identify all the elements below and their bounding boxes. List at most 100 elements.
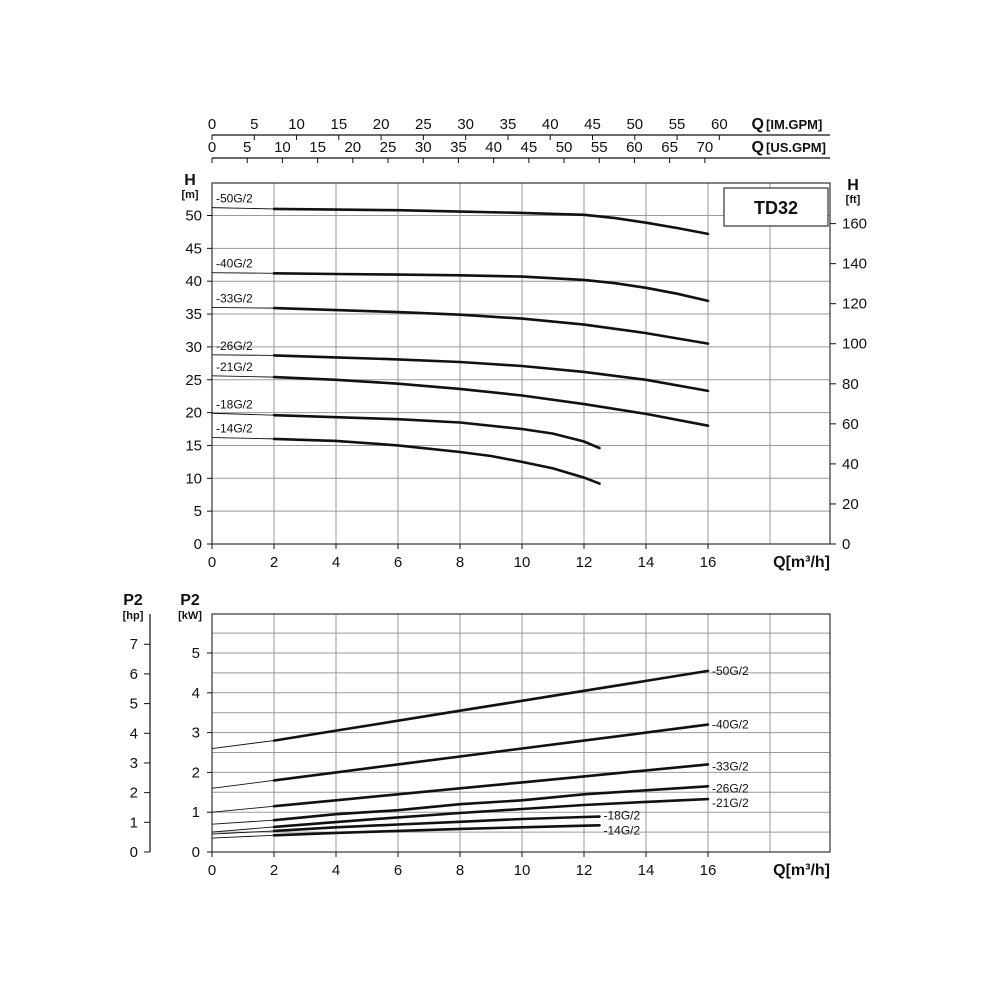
y-tick-label: 10 [185,470,202,487]
x-tick-label: 14 [638,554,655,571]
head-curve-label: -40G/2 [216,257,253,271]
im-gpm-tick-label: 15 [330,116,347,133]
power-curve [272,797,710,829]
y-tick-label: 50 [185,208,202,225]
head-curve-lead-in [211,354,275,356]
x-tick-label: 6 [394,554,402,571]
power-curve [272,669,710,742]
im-gpm-tick-label: 40 [542,116,559,133]
kw-tick-label: 5 [192,645,200,662]
y-right-tick-label: 80 [842,376,859,393]
hp-tick-label: 0 [130,844,138,861]
y-axis-label: H [184,172,196,189]
head-curve [272,413,601,450]
hp-tick-label: 7 [130,636,138,653]
kw-tick-label: 0 [192,844,200,861]
head-curve-label: -26G/2 [216,339,253,353]
us-gpm-tick-label: 0 [208,139,216,156]
power-curve-lead-in [211,826,275,833]
im-gpm-tick-label: 35 [500,116,517,133]
x-tick-label: 14 [638,862,655,879]
head-curve [272,437,601,485]
power-curve-label: -14G/2 [604,823,641,837]
head-curve-lead-in [211,207,275,210]
y-tick-label: 0 [194,536,202,553]
us-gpm-tick-label: 65 [661,139,678,156]
power-curve-label: -26G/2 [712,781,749,795]
us-gpm-tick-label: 30 [415,139,432,156]
us-gpm-axis-label: Q [752,139,764,156]
hp-axis-label: P2 [123,592,143,609]
im-gpm-tick-label: 20 [373,116,390,133]
y-right-tick-label: 40 [842,456,859,473]
im-gpm-tick-label: 30 [457,116,474,133]
kw-axis-label: P2 [180,592,200,609]
y-tick-label: 45 [185,240,202,257]
x-tick-label: 4 [332,862,340,879]
y-right-tick-label: 60 [842,416,859,433]
y-right-axis-unit: [ft] [846,194,861,206]
hp-tick-label: 5 [130,696,138,713]
power-curve-lead-in [211,819,275,825]
power-curve [272,723,710,782]
plot-frame [211,182,831,545]
hp-tick-label: 4 [130,725,138,742]
y-right-tick-label: 100 [842,336,867,353]
us-gpm-tick-label: 40 [485,139,502,156]
y-right-axis-label: H [847,177,859,194]
power-curve [272,815,601,833]
hp-tick-label: 1 [130,814,138,831]
head-curve-label: -14G/2 [216,422,253,436]
y-tick-label: 35 [185,306,202,323]
us-gpm-tick-label: 45 [520,139,537,156]
head-curve [272,272,710,303]
power-curve-label: -18G/2 [604,809,641,823]
head-curve [272,207,710,236]
power-curve-lead-in [211,830,275,835]
power-curve-label: -21G/2 [712,796,749,810]
us-gpm-tick-label: 25 [380,139,397,156]
y-right-tick-label: 0 [842,536,850,553]
x-tick-label: 2 [270,554,278,571]
us-gpm-tick-label: 70 [697,139,714,156]
y-axis-unit: [m] [181,189,198,201]
kw-tick-label: 3 [192,725,200,742]
head-curve-lead-in [211,375,275,378]
x-tick-label: 16 [700,554,717,571]
power-curve-lead-in [211,779,275,789]
y-right-tick-label: 20 [842,496,859,513]
power-curve-lead-in [211,805,275,813]
power-curve [272,824,601,837]
us-gpm-tick-label: 20 [344,139,361,156]
power-curve-lead-in [211,834,275,839]
head-curve-lead-in [211,307,275,309]
im-gpm-tick-label: 45 [584,116,601,133]
power-curve [272,763,710,808]
im-gpm-tick-label: 55 [669,116,686,133]
x-tick-label: 8 [456,554,464,571]
power-curve-label: -33G/2 [712,759,749,773]
us-gpm-tick-label: 10 [274,139,291,156]
us-gpm-axis-unit: [US.GPM] [766,140,826,155]
y-tick-label: 15 [185,437,202,454]
im-gpm-tick-label: 50 [626,116,643,133]
y-right-tick-label: 140 [842,256,867,273]
y-tick-label: 5 [194,503,202,520]
y-tick-label: 20 [185,405,202,422]
x-tick-label: 10 [514,862,531,879]
im-gpm-tick-label: 5 [250,116,258,133]
us-gpm-tick-label: 35 [450,139,467,156]
title-box [723,187,829,227]
us-gpm-tick-label: 55 [591,139,608,156]
head-curve-label: -50G/2 [216,192,253,206]
head-curve [272,354,710,393]
head-curve-label: -21G/2 [216,360,253,374]
head-curve-lead-in [211,272,275,274]
y-right-tick-label: 120 [842,296,867,313]
x-tick-label: 4 [332,554,340,571]
x-tick-label: 0 [208,862,216,879]
im-gpm-tick-label: 60 [711,116,728,133]
y-tick-label: 40 [185,273,202,290]
head-chart: 0510152025303540455002040608010012014016… [181,116,867,571]
chart-title: TD32 [754,198,798,218]
